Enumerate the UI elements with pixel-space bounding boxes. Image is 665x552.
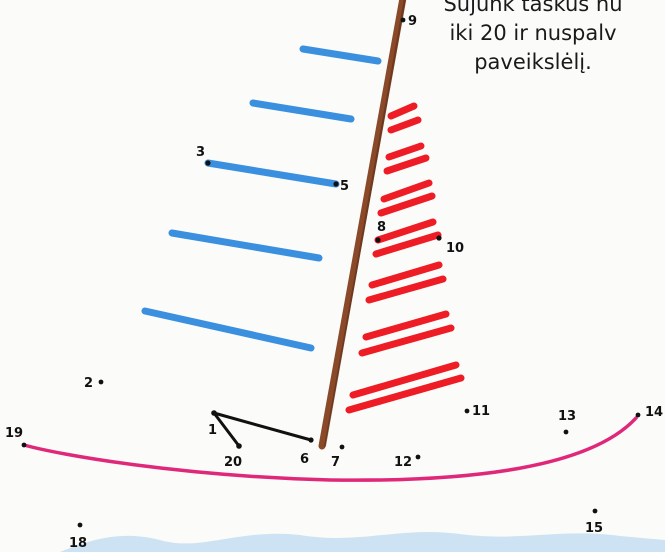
instruction-line-2: iki 20 ir nuspalv <box>449 21 617 45</box>
dot-18 <box>77 522 83 528</box>
dot-12 <box>415 454 421 460</box>
red-stripe <box>374 218 437 244</box>
label-1: 1 <box>208 423 217 438</box>
connector-line <box>212 411 241 448</box>
blue-stripes <box>141 45 382 352</box>
blue-stripe <box>204 159 340 188</box>
blue-stripe <box>249 99 355 123</box>
label-2: 2 <box>84 376 93 391</box>
dot-6 <box>308 437 314 443</box>
water-waves <box>60 531 665 552</box>
label-7: 7 <box>331 455 340 470</box>
dot-15 <box>592 508 598 514</box>
red-stripe <box>358 324 455 357</box>
mast <box>318 0 407 450</box>
label-20: 20 <box>224 455 242 470</box>
blue-stripe <box>168 229 323 262</box>
red-stripe <box>349 361 460 399</box>
red-stripe <box>345 374 465 414</box>
hull-curve <box>22 416 638 482</box>
label-19: 19 <box>5 426 23 441</box>
red-stripe <box>387 102 418 120</box>
red-stripe <box>377 192 436 217</box>
label-11: 11 <box>472 404 490 419</box>
dot-8 <box>375 237 381 243</box>
label-3: 3 <box>196 145 205 160</box>
label-9: 9 <box>408 14 417 29</box>
label-10: 10 <box>446 241 464 256</box>
dot-20 <box>236 443 242 449</box>
label-18: 18 <box>69 536 87 551</box>
dot-10 <box>436 235 442 241</box>
dot-9 <box>400 17 406 23</box>
connector-line <box>212 411 313 442</box>
red-stripes <box>345 102 465 414</box>
red-stripe <box>385 142 425 161</box>
numbered-dots <box>21 17 641 528</box>
mast-shadow <box>324 0 406 447</box>
dot-13 <box>563 429 569 435</box>
instruction-text: Sujunk taškus nu iki 20 ir nuspalv pavei… <box>388 0 665 77</box>
dot-14 <box>635 412 641 418</box>
red-stripe <box>387 116 422 134</box>
dot-5 <box>333 181 339 187</box>
red-stripe <box>372 231 442 258</box>
dot-2 <box>98 379 104 385</box>
label-14: 14 <box>645 405 663 420</box>
connector-lines <box>212 411 313 448</box>
blue-stripe <box>141 307 315 352</box>
instruction-line-1: Sujunk taškus nu <box>443 0 623 16</box>
label-13: 13 <box>558 409 576 424</box>
red-stripe <box>368 261 443 289</box>
label-5: 5 <box>340 179 349 194</box>
label-6: 6 <box>300 452 309 467</box>
label-15: 15 <box>585 521 603 536</box>
blue-stripe <box>299 45 382 65</box>
red-stripe <box>362 310 450 341</box>
red-stripe <box>380 179 433 203</box>
red-stripe <box>383 154 430 175</box>
label-8: 8 <box>377 220 386 235</box>
dot-3 <box>205 160 211 166</box>
dot-19 <box>21 442 27 448</box>
dot-1 <box>211 410 217 416</box>
dot-11 <box>464 408 470 414</box>
instruction-line-3: paveikslėlį. <box>474 50 592 74</box>
red-stripe <box>365 275 447 304</box>
label-12: 12 <box>394 455 412 470</box>
dot-7 <box>339 444 345 450</box>
dot-labels: 1 2 3 5 6 7 8 9 10 11 12 13 14 15 18 19 … <box>5 14 663 551</box>
